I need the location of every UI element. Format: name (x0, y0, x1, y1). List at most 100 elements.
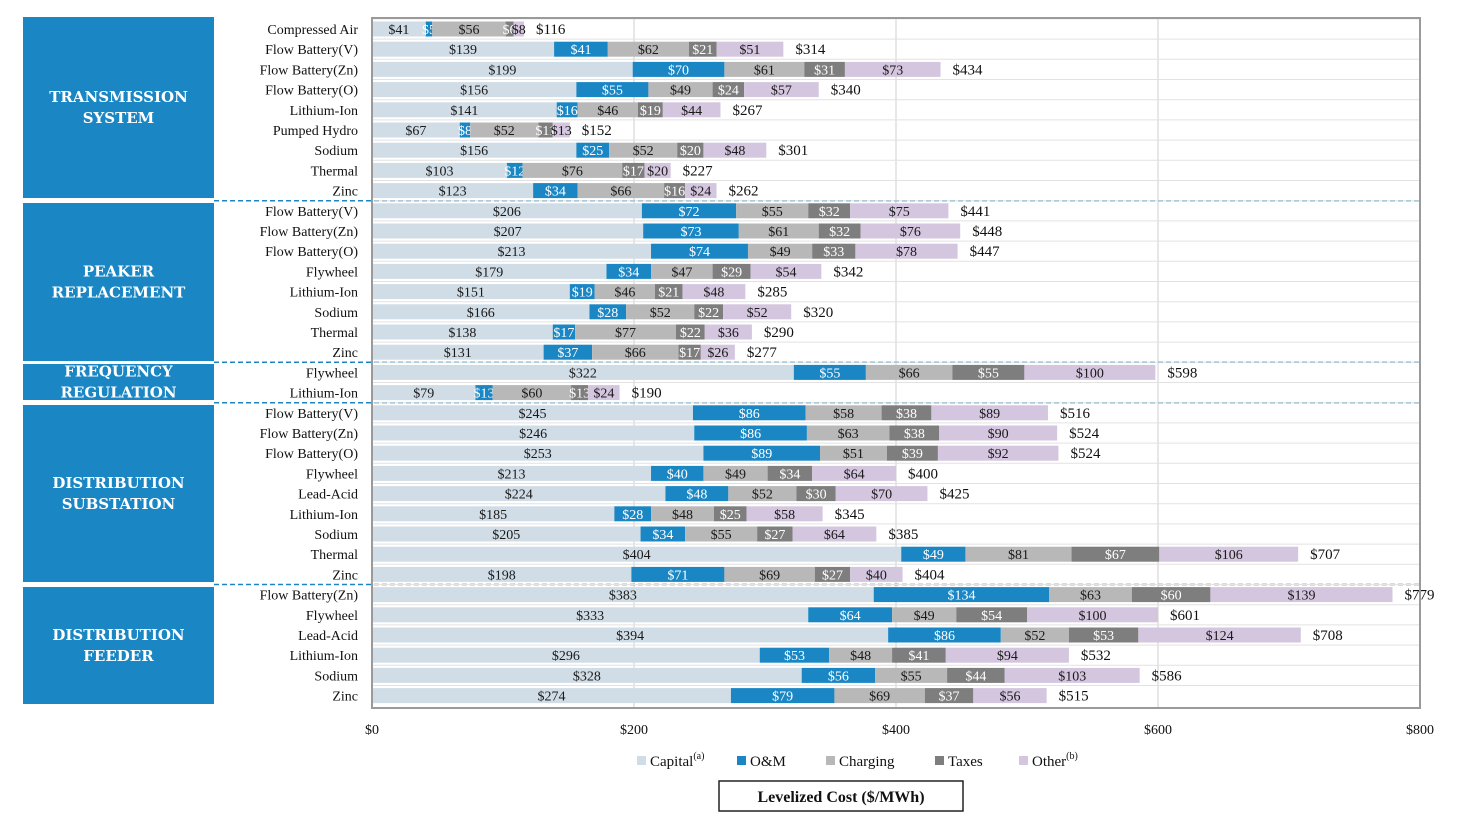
segment-label: $92 (988, 447, 1009, 462)
bar-segment (703, 445, 821, 461)
segment-label: $49 (914, 609, 935, 624)
legend-swatch (935, 756, 944, 765)
segment-label: $34 (779, 467, 800, 482)
bar-segment (372, 647, 760, 663)
bar-segment (372, 304, 590, 320)
segment-label: $73 (680, 225, 701, 240)
row-label: Flow Battery(O) (265, 447, 358, 462)
bar-segment (372, 183, 534, 199)
segment-label: $66 (625, 346, 646, 361)
bar-segment (829, 647, 893, 663)
row-label: Lithium-Ion (290, 286, 358, 301)
bar-segment (470, 122, 539, 138)
segment-label: $100 (1076, 366, 1104, 381)
segment-label: $44 (965, 669, 986, 684)
bar-segment (956, 607, 1027, 623)
row-labels: Compressed Air Flow Battery(V) Flow Batter… (260, 23, 359, 705)
segment-label: $53 (784, 649, 805, 664)
legend-swatch (826, 756, 835, 765)
segment-label: $139 (449, 43, 477, 58)
bar-segment (644, 162, 671, 178)
total-label: $708 (1313, 628, 1343, 644)
segment-label: $48 (686, 488, 707, 503)
segment-label: $53 (1093, 629, 1114, 644)
segment-label: $25 (720, 508, 741, 523)
segment-label: $32 (819, 205, 840, 220)
segment-label: $26 (707, 346, 728, 361)
bar-segment (1138, 627, 1301, 643)
segment-label: $76 (562, 164, 583, 179)
total-label: $262 (729, 184, 759, 200)
bar-segment (1210, 587, 1393, 603)
row-label: Lead-Acid (298, 629, 358, 644)
segment-label: $63 (838, 427, 859, 442)
bar-segment (651, 465, 704, 481)
bar-segment (372, 546, 902, 562)
bar-segment (588, 385, 620, 401)
bar-segment (533, 183, 578, 199)
segment-label: $49 (923, 548, 944, 563)
row-label: Flywheel (306, 467, 358, 482)
segment-label: $38 (904, 427, 925, 442)
bar-segment (651, 506, 714, 522)
bar-segment (372, 445, 704, 461)
bar-segment (372, 142, 577, 158)
segment-label: $52 (633, 144, 654, 159)
segment-label: $103 (425, 164, 453, 179)
bar-segment (886, 445, 938, 461)
bar-segment (694, 425, 807, 441)
segment-label: $124 (1206, 629, 1234, 644)
segment-label: $16 (664, 185, 685, 200)
bar-segment (945, 647, 1069, 663)
bar-segment (577, 102, 638, 118)
segment-label: $22 (680, 326, 701, 341)
legend-swatch (637, 756, 646, 765)
segment-label: $32 (829, 225, 850, 240)
bar-segment (576, 82, 649, 98)
bar-segment (594, 284, 655, 300)
group-label: DISTRIBUTION (52, 626, 185, 644)
segment-label: $24 (718, 84, 739, 99)
legend-entry-name: O&M (750, 754, 786, 770)
row-label: Flywheel (306, 265, 358, 280)
group-label: REPLACEMENT (52, 284, 186, 302)
segment-label: $90 (988, 427, 1009, 442)
row-label: Flow Battery(Zn) (260, 63, 359, 78)
bar-segment (552, 324, 576, 340)
segment-label: $55 (819, 366, 840, 381)
bar-segment (372, 506, 615, 522)
bar-segment (505, 21, 514, 37)
bar-segment (730, 688, 835, 704)
legend-entry-name: Other (1032, 754, 1066, 770)
bar-segment (747, 243, 813, 259)
total-label: $190 (632, 386, 662, 402)
bar-segment (372, 284, 570, 300)
segment-label: $179 (475, 265, 503, 280)
group-label: FEEDER (83, 647, 154, 665)
bar-segment (865, 364, 953, 380)
bar-segment (664, 183, 686, 199)
row-label: Zinc (332, 568, 358, 583)
bar-segment (651, 263, 713, 279)
segment-label: $56 (999, 690, 1020, 705)
bar-segment (513, 21, 524, 37)
segment-label: $52 (1024, 629, 1045, 644)
bar-segment (812, 465, 896, 481)
total-label: $385 (888, 527, 918, 543)
bar-segment (606, 263, 652, 279)
segment-label: $11 (535, 124, 555, 139)
segment-label: $89 (751, 447, 772, 462)
segment-label: $106 (1215, 548, 1243, 563)
segment-label: $328 (573, 669, 601, 684)
segment-label: $134 (948, 589, 976, 604)
segment-label: $55 (762, 205, 783, 220)
bar-segment (724, 61, 805, 77)
bar-segment (767, 465, 813, 481)
segment-label: $199 (488, 63, 516, 78)
row-label: Zinc (332, 346, 358, 361)
segment-label: $58 (833, 407, 854, 422)
bar-segment (571, 385, 589, 401)
bar-segment (372, 162, 507, 178)
group-panel (23, 203, 214, 361)
total-label: $277 (747, 345, 778, 361)
